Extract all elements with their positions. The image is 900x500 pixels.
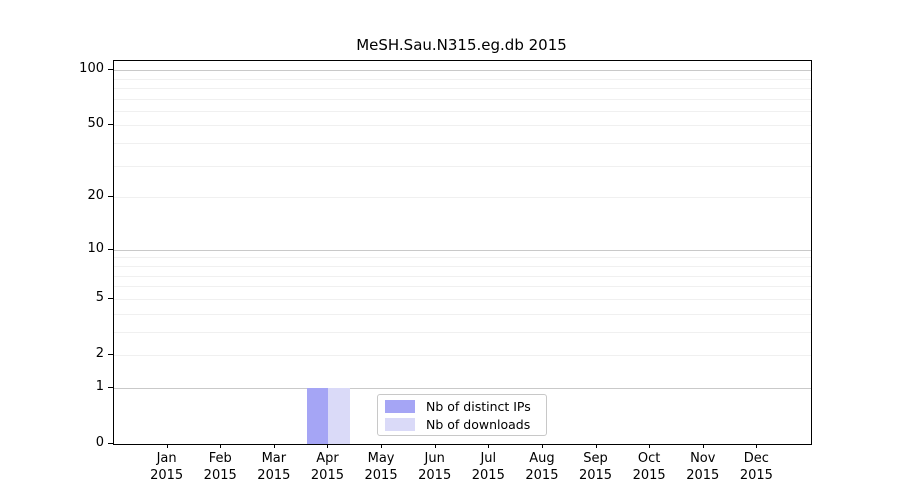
x-tick-mark xyxy=(381,444,383,448)
gridline-major xyxy=(114,70,811,72)
legend-swatch-distinct-ips xyxy=(385,399,415,413)
bar-nb-of-downloads xyxy=(328,387,350,444)
x-tick-label: Dec 2015 xyxy=(739,451,773,483)
x-tick-label: Jan 2015 xyxy=(150,451,184,483)
y-tick-label: 10 xyxy=(87,240,104,256)
y-tick-label: 5 xyxy=(95,289,104,305)
y-tick-mark xyxy=(108,443,113,444)
x-tick-mark xyxy=(327,444,329,448)
gridline-major xyxy=(114,249,811,251)
gridline-minor xyxy=(114,143,811,145)
legend-item-distinct-ips: Nb of distinct IPs xyxy=(385,399,546,414)
y-tick-mark xyxy=(108,248,113,250)
gridline-minor xyxy=(114,331,811,333)
y-tick-mark xyxy=(108,124,113,126)
y-tick-label: 1 xyxy=(95,378,104,394)
y-tick-mark xyxy=(108,353,113,355)
x-tick-label: Mar 2015 xyxy=(257,451,291,483)
gridline-minor xyxy=(114,197,811,199)
y-tick-mark xyxy=(108,69,113,71)
legend: Nb of distinct IPs Nb of downloads xyxy=(377,394,547,436)
x-tick-mark xyxy=(273,444,275,448)
x-tick-mark xyxy=(166,444,168,448)
legend-label-downloads: Nb of downloads xyxy=(426,416,531,432)
y-tick-mark xyxy=(108,196,113,198)
gridline-minor xyxy=(114,257,811,259)
gridline-minor xyxy=(114,275,811,277)
bar-nb-of-distinct-ips xyxy=(307,387,329,444)
x-tick-label: Jul 2015 xyxy=(471,451,505,483)
y-tick-label: 20 xyxy=(87,188,104,204)
y-tick-label: 100 xyxy=(79,61,104,77)
gridline-minor xyxy=(114,110,811,112)
x-tick-label: Aug 2015 xyxy=(525,451,559,483)
gridline-minor xyxy=(114,286,811,288)
gridline-minor xyxy=(114,354,811,356)
legend-item-downloads: Nb of downloads xyxy=(385,417,546,432)
y-tick-mark xyxy=(108,297,113,299)
legend-swatch-downloads xyxy=(385,417,415,431)
x-tick-mark xyxy=(434,444,436,448)
x-tick-mark xyxy=(702,444,704,448)
x-tick-label: May 2015 xyxy=(364,451,398,483)
gridline-minor xyxy=(114,78,811,80)
x-tick-mark xyxy=(595,444,597,448)
plot-area xyxy=(113,60,812,445)
y-tick-label: 2 xyxy=(95,345,104,361)
gridline-minor xyxy=(114,298,811,300)
y-tick-mark xyxy=(108,386,113,388)
x-tick-mark xyxy=(220,444,222,448)
x-tick-label: Apr 2015 xyxy=(310,451,344,483)
x-tick-mark xyxy=(756,444,758,448)
legend-label-distinct-ips: Nb of distinct IPs xyxy=(426,398,531,414)
x-tick-label: Nov 2015 xyxy=(686,451,720,483)
gridline-minor xyxy=(114,165,811,167)
gridline-minor xyxy=(114,87,811,89)
x-tick-label: Oct 2015 xyxy=(632,451,666,483)
x-tick-mark xyxy=(541,444,543,448)
gridline-minor xyxy=(114,125,811,127)
gridline-minor xyxy=(114,98,811,100)
y-tick-label: 50 xyxy=(87,116,104,132)
chart-title: MeSH.Sau.N315.eg.db 2015 xyxy=(356,36,567,54)
gridline-major xyxy=(114,387,811,389)
x-tick-mark xyxy=(649,444,651,448)
y-tick-label: 0 xyxy=(95,435,104,450)
x-tick-label: Jun 2015 xyxy=(418,451,452,483)
gridline-minor xyxy=(114,265,811,267)
x-tick-label: Sep 2015 xyxy=(578,451,613,483)
x-tick-label: Feb 2015 xyxy=(203,451,237,483)
x-tick-mark xyxy=(488,444,490,448)
gridline-minor xyxy=(114,313,811,315)
